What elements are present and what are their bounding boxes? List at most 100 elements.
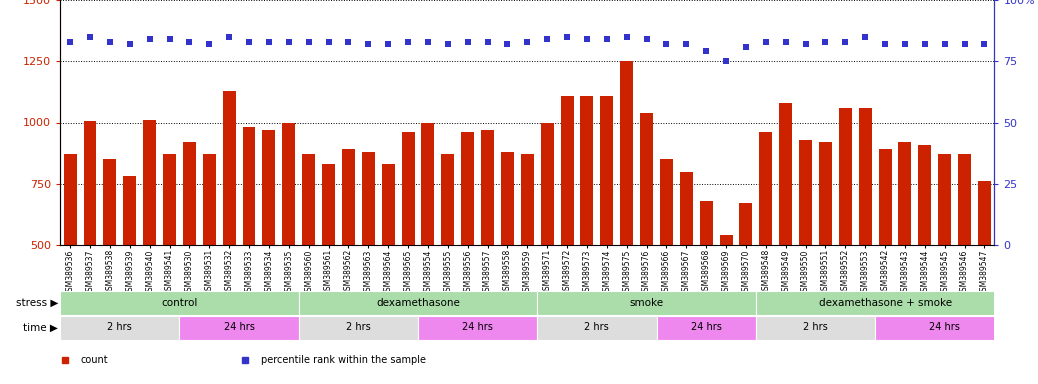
Point (141, 36, 158, 42)
Bar (183, 142, 196, 367)
Bar (299, 316, 418, 339)
Bar (223, 91, 236, 367)
Bar (481, 130, 494, 367)
Point (400, 38, 416, 45)
Text: 2 hrs: 2 hrs (584, 323, 609, 333)
Text: 24 hrs: 24 hrs (462, 323, 493, 333)
Bar (538, 291, 756, 314)
Text: 24 hrs: 24 hrs (223, 323, 254, 333)
Text: 2 hrs: 2 hrs (108, 323, 132, 333)
Text: percentile rank within the sample: percentile rank within the sample (261, 355, 426, 365)
Point (360, 41, 377, 47)
Point (261, 38, 277, 45)
Bar (719, 235, 733, 367)
Bar (760, 132, 772, 367)
Bar (656, 316, 756, 339)
Point (201, 41, 218, 47)
Bar (978, 181, 991, 367)
Bar (799, 140, 812, 367)
Bar (600, 96, 613, 367)
Point (698, 48, 714, 55)
Point (758, 38, 774, 45)
Bar (938, 154, 951, 367)
Bar (819, 142, 831, 367)
Point (658, 41, 675, 47)
Bar (580, 96, 594, 367)
Bar (461, 132, 474, 367)
Text: dexamethasone + smoke: dexamethasone + smoke (819, 298, 952, 308)
Bar (104, 159, 116, 367)
Point (777, 38, 794, 45)
Text: 2 hrs: 2 hrs (346, 323, 371, 333)
Point (161, 36, 177, 42)
Point (499, 41, 516, 47)
Point (857, 34, 874, 40)
Bar (322, 164, 335, 367)
Point (976, 41, 992, 47)
Point (460, 38, 476, 45)
Point (897, 41, 913, 47)
Bar (919, 144, 931, 367)
Text: dexamethasone: dexamethasone (376, 298, 460, 308)
Bar (521, 154, 534, 367)
Bar (282, 122, 295, 367)
Point (917, 41, 933, 47)
Bar (899, 142, 911, 367)
Text: time ▶: time ▶ (23, 323, 58, 333)
Point (102, 38, 118, 45)
Point (817, 38, 834, 45)
Bar (60, 291, 299, 314)
Point (241, 38, 257, 45)
Bar (362, 152, 375, 367)
Bar (163, 154, 176, 367)
Text: control: control (161, 298, 197, 308)
Bar (60, 316, 180, 339)
Point (599, 36, 616, 42)
Text: 2 hrs: 2 hrs (803, 323, 828, 333)
Point (340, 38, 357, 45)
Bar (202, 154, 216, 367)
Bar (640, 113, 653, 367)
Point (419, 38, 436, 45)
Point (539, 36, 555, 42)
Text: 24 hrs: 24 hrs (690, 323, 721, 333)
Bar (878, 149, 892, 367)
Point (578, 36, 595, 42)
Bar (382, 164, 394, 367)
Point (738, 43, 755, 50)
Point (936, 41, 953, 47)
Point (280, 38, 297, 45)
Text: count: count (81, 355, 108, 365)
Bar (299, 291, 538, 314)
Bar (441, 154, 455, 367)
Point (181, 38, 197, 45)
Point (619, 34, 635, 40)
Point (82, 34, 99, 40)
Bar (680, 172, 692, 367)
Point (956, 41, 973, 47)
Bar (858, 108, 872, 367)
Point (62, 38, 79, 45)
Bar (756, 316, 875, 339)
Bar (780, 103, 792, 367)
Point (877, 41, 894, 47)
Bar (739, 204, 753, 367)
Bar (180, 316, 299, 339)
Bar (538, 316, 656, 339)
Bar (541, 122, 553, 367)
Bar (421, 122, 434, 367)
Point (558, 34, 575, 40)
Point (221, 34, 238, 40)
Bar (84, 121, 97, 367)
Point (321, 38, 337, 45)
Bar (621, 61, 633, 367)
Point (797, 41, 814, 47)
Point (121, 41, 138, 47)
Point (638, 36, 655, 42)
Bar (561, 96, 574, 367)
Point (717, 58, 734, 65)
Point (300, 38, 317, 45)
Point (678, 41, 694, 47)
Point (439, 41, 456, 47)
Bar (124, 176, 136, 367)
